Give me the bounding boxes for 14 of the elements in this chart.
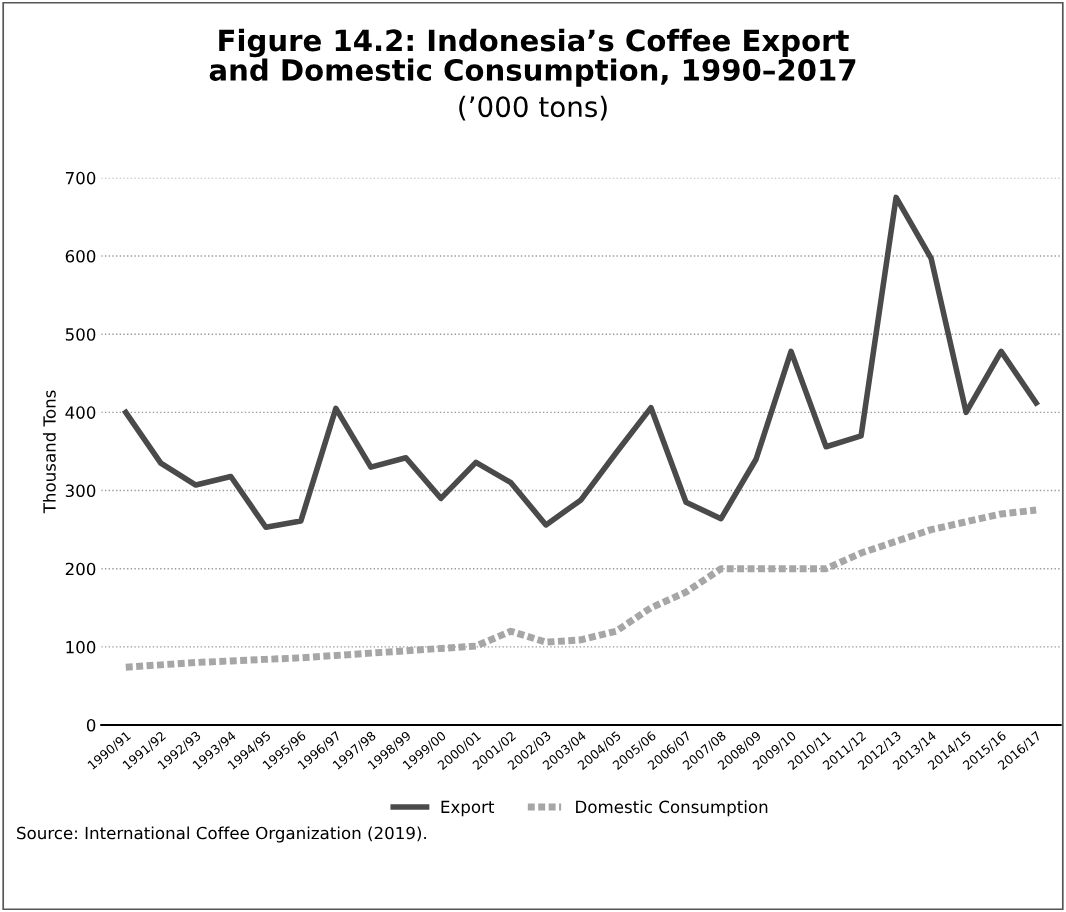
legend-label: Export	[441, 800, 495, 817]
chart-subtitle: (’000 tons)	[459, 95, 607, 121]
y-tick-label: 0	[86, 719, 96, 732]
source-note: Source: International Coffee Organization (2019).	[17, 826, 426, 843]
y-tick-label: 700	[65, 171, 96, 185]
legend-label: Domestic Consumption	[576, 800, 768, 817]
y-tick-label: 100	[66, 640, 96, 654]
y-tick-label: 500	[65, 328, 96, 341]
y-tick-label: 600	[65, 249, 96, 263]
chart-title: Figure 14.2: Indonesia’s Coffee Export and Domestic Consumption, 1990–2017	[209, 28, 856, 87]
y-tick-label: 200	[65, 562, 96, 576]
y-axis-title: Thousand Tons	[42, 390, 56, 514]
y-tick-label: 400	[65, 406, 96, 419]
y-tick-label: 300	[65, 484, 96, 498]
